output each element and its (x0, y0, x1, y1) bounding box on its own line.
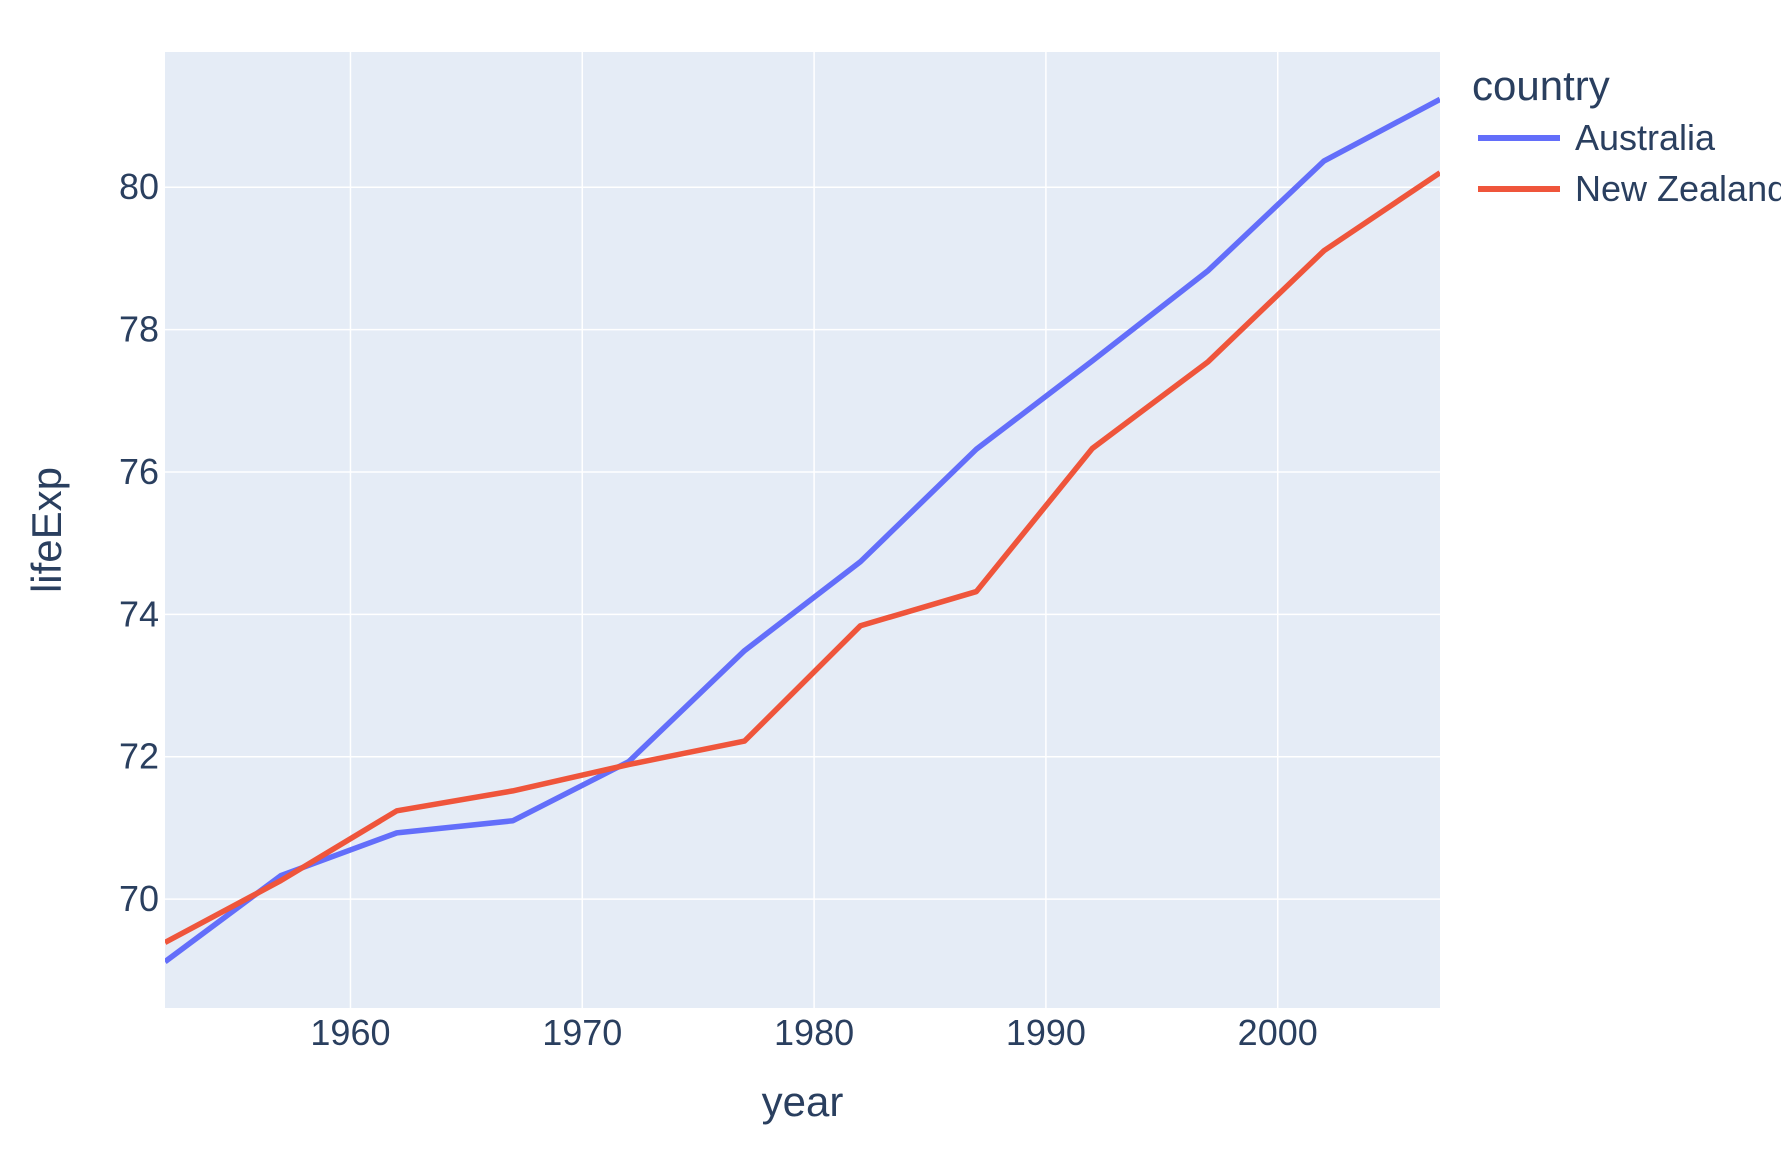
legend-title: country (1472, 62, 1610, 109)
x-tick-label-1960: 1960 (310, 1012, 390, 1053)
x-tick-label-1990: 1990 (1006, 1012, 1086, 1053)
series-group (165, 96, 1440, 964)
legend-label-new-zealand: New Zealand (1575, 167, 1781, 209)
y-tick-label-76: 76 (119, 451, 159, 492)
y-tick-label-80: 80 (119, 166, 159, 207)
x-axis-title: year (761, 1078, 844, 1125)
plot-area[interactable] (165, 52, 1440, 1008)
legend-swatch-new-zealand (1478, 185, 1560, 192)
legend: country Australia New Zealand (1472, 63, 1781, 214)
x-tick-label-1980: 1980 (774, 1012, 854, 1053)
legend-swatch-australia (1478, 134, 1560, 141)
legend-item-australia[interactable]: Australia (1478, 112, 1781, 163)
y-tick-label-70: 70 (119, 878, 159, 919)
y-tick-label-72: 72 (119, 736, 159, 777)
legend-items: Australia New Zealand (1472, 112, 1781, 214)
y-axis-title: lifeExp (23, 466, 70, 594)
x-tick-label-1970: 1970 (542, 1012, 622, 1053)
series-line-new-zealand[interactable] (165, 170, 1440, 945)
legend-item-new-zealand[interactable]: New Zealand (1478, 163, 1781, 214)
legend-label-australia: Australia (1575, 116, 1716, 158)
x-tick-label-2000: 2000 (1238, 1012, 1318, 1053)
y-tick-label-74: 74 (119, 593, 159, 634)
y-tick-label-78: 78 (119, 309, 159, 350)
series-line-australia[interactable] (165, 96, 1440, 964)
